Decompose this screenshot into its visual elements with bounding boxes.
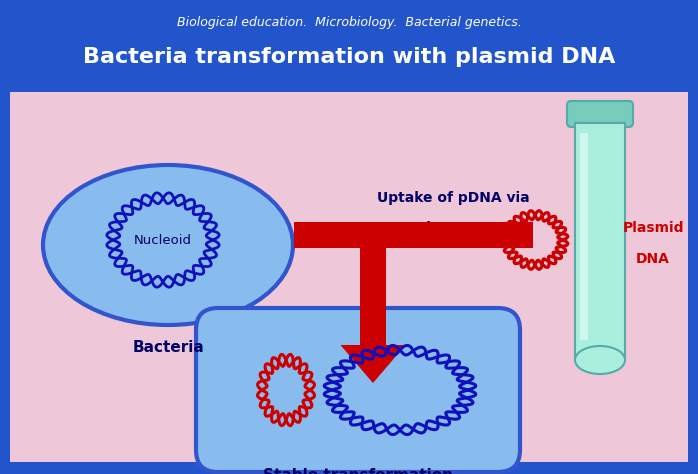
Text: Stable transformation: Stable transformation (263, 468, 453, 474)
Text: Bacteria transformation with plasmid DNA: Bacteria transformation with plasmid DNA (83, 47, 615, 67)
Text: Plasmid: Plasmid (622, 221, 684, 235)
Ellipse shape (575, 346, 625, 374)
Text: Nucleoid: Nucleoid (134, 234, 192, 246)
Ellipse shape (43, 165, 293, 325)
Text: Uptake of pDNA via: Uptake of pDNA via (377, 191, 529, 205)
Text: natural competence: natural competence (374, 221, 532, 235)
Polygon shape (341, 345, 406, 383)
FancyBboxPatch shape (196, 308, 520, 472)
Text: DNA: DNA (636, 252, 670, 266)
Polygon shape (580, 133, 588, 340)
Text: Biological education.  Microbiology.  Bacterial genetics.: Biological education. Microbiology. Bact… (177, 16, 521, 28)
Text: Bacteria: Bacteria (132, 340, 204, 355)
Polygon shape (294, 222, 533, 248)
FancyBboxPatch shape (10, 92, 688, 462)
Polygon shape (575, 123, 625, 360)
Polygon shape (360, 248, 386, 345)
FancyBboxPatch shape (567, 101, 633, 127)
